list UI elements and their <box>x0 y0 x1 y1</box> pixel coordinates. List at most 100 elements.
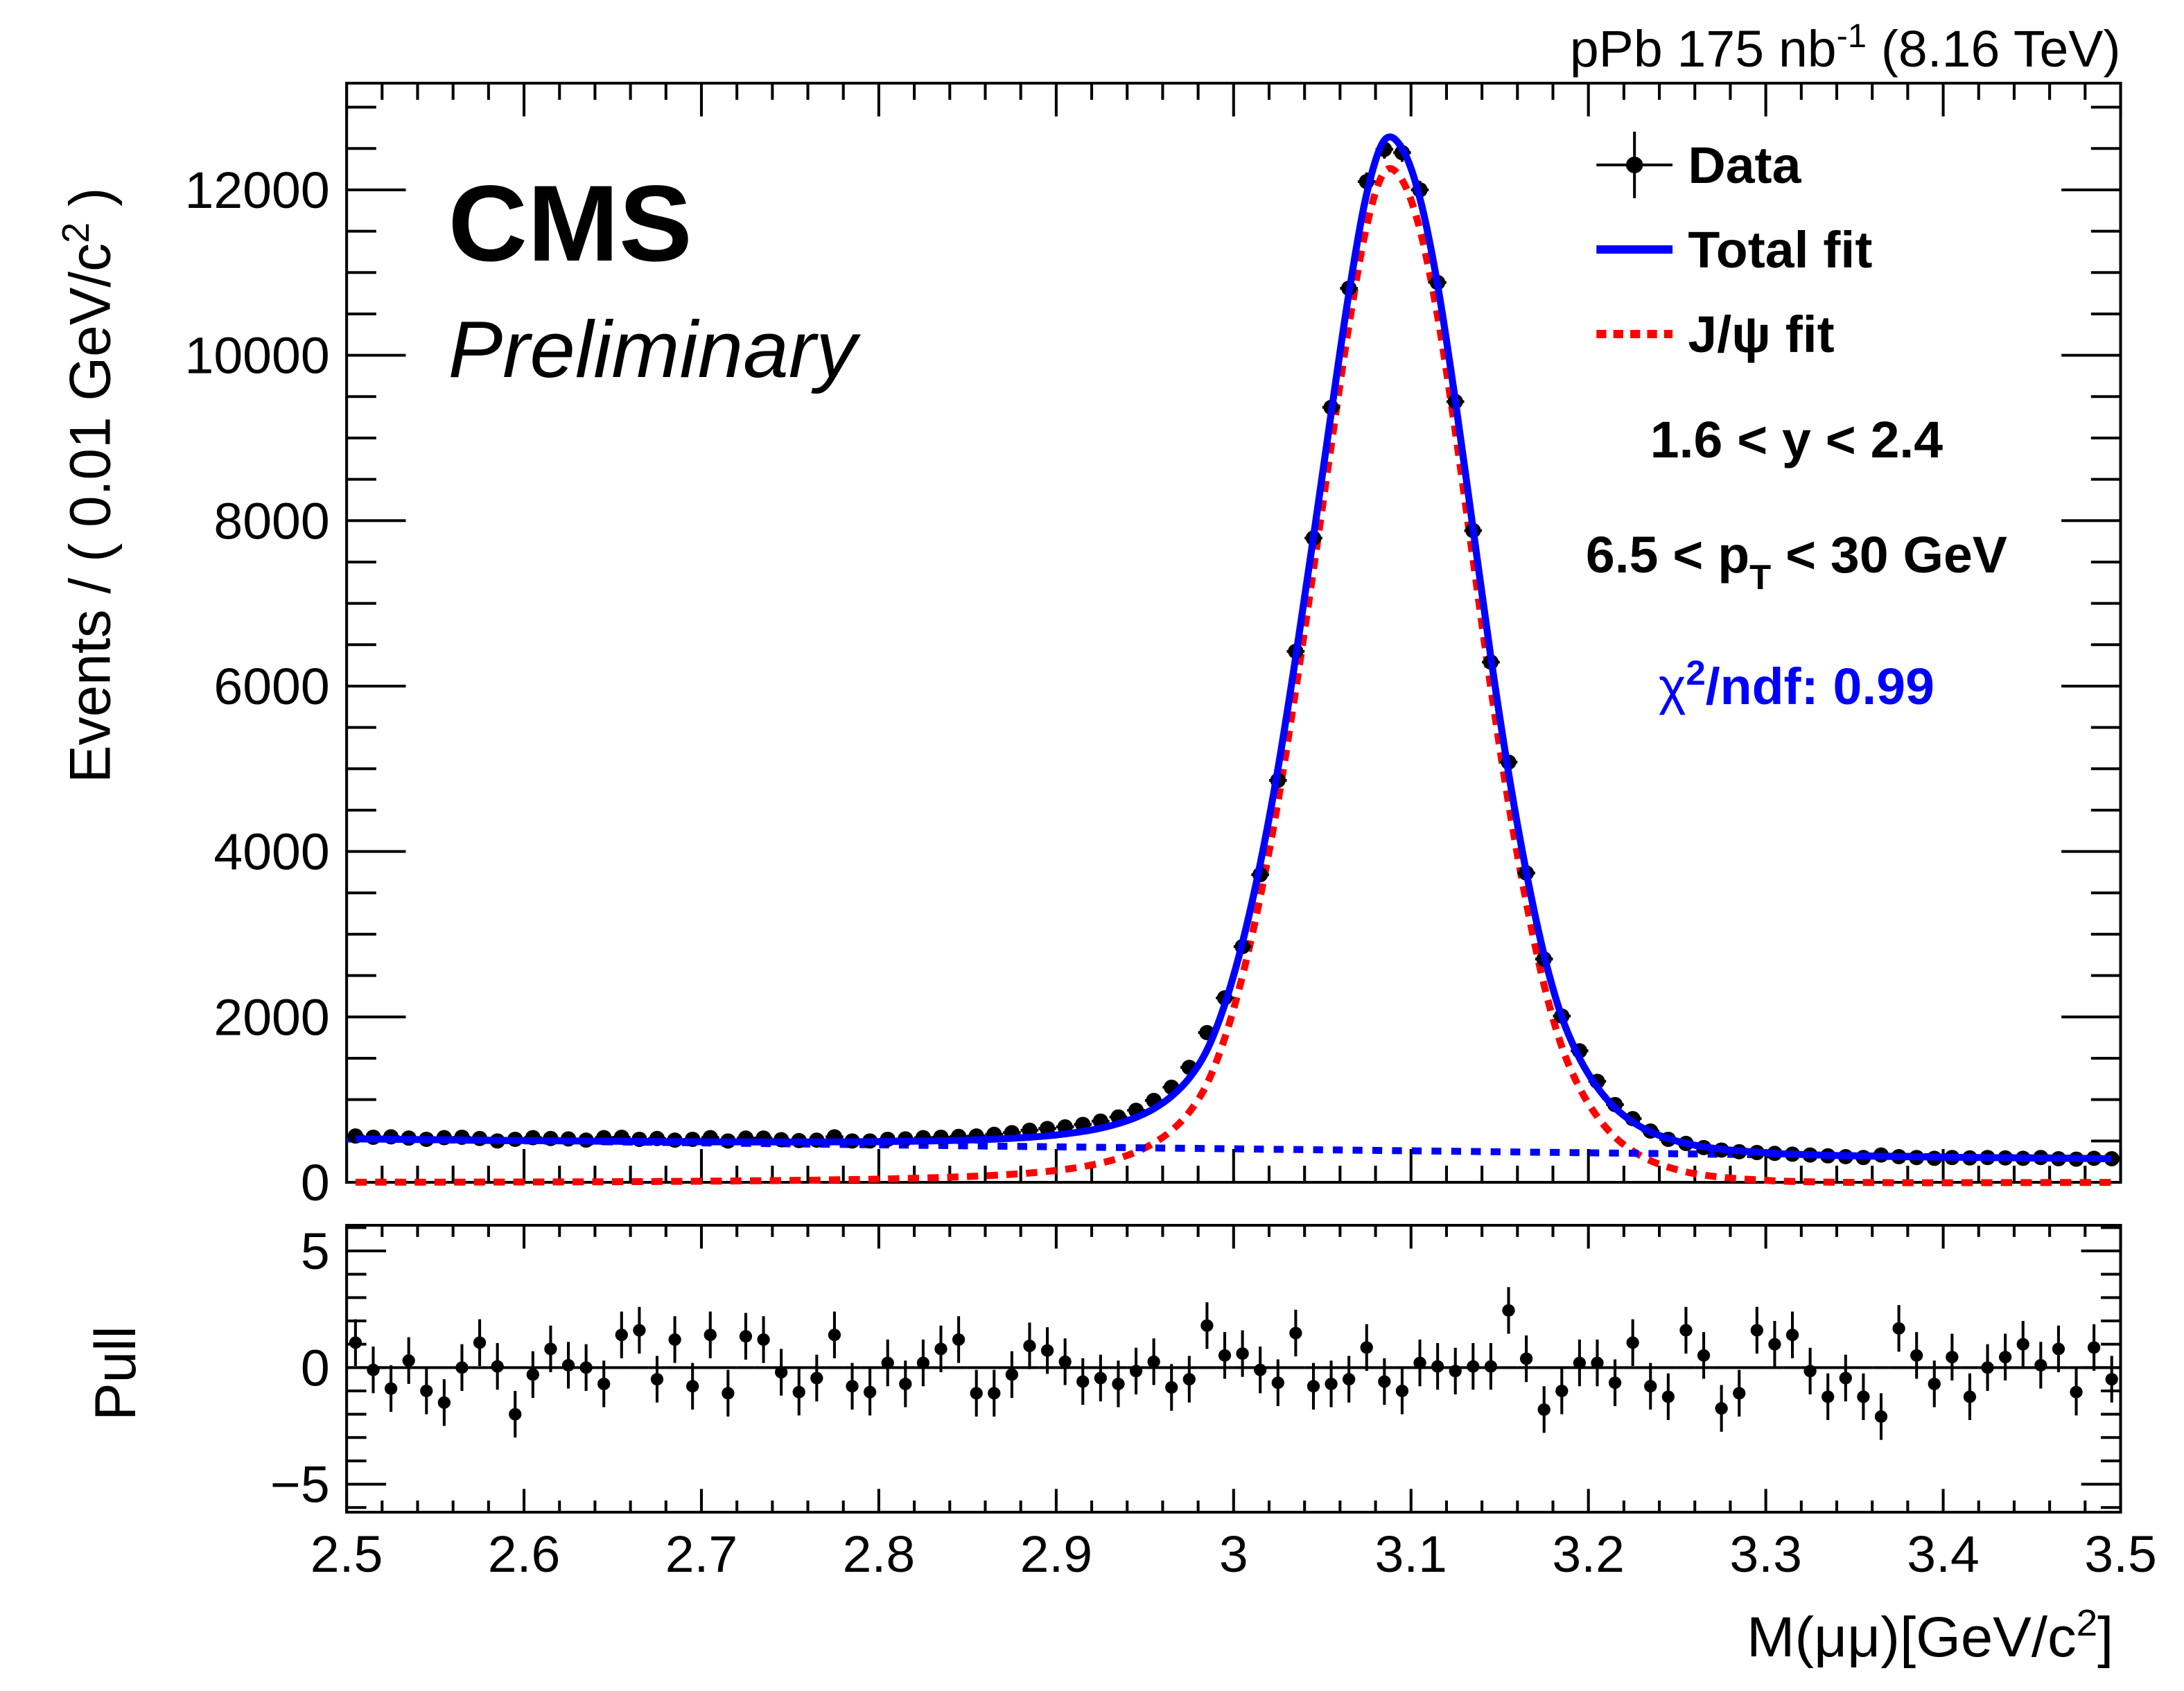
y-tick-label: 6000 <box>213 658 329 715</box>
pull-point <box>1482 1342 1500 1390</box>
pull-marker <box>1822 1390 1835 1403</box>
pull-point <box>1020 1322 1039 1369</box>
pull-marker <box>1182 1373 1196 1386</box>
pull-marker <box>1946 1351 1959 1364</box>
pull-marker <box>1715 1402 1728 1415</box>
pull-marker <box>491 1360 504 1373</box>
pull-marker <box>1289 1326 1302 1340</box>
pull-point <box>435 1366 453 1426</box>
pull-marker <box>1112 1377 1125 1390</box>
pull-panel: 2.5 2.6 2.7 2.8 2.9 3 3.1 3.2 3.3 3.4 3.5 −5 0 5 <box>270 1223 2157 1583</box>
pull-point <box>347 1319 365 1369</box>
pull-marker <box>934 1342 947 1356</box>
pull-point <box>2085 1324 2103 1372</box>
pull-marker <box>1147 1355 1160 1368</box>
pull-marker <box>1395 1384 1409 1397</box>
pull-point <box>789 1366 808 1416</box>
pull-point <box>1074 1358 1092 1405</box>
preliminary-label: Preliminary <box>448 304 861 394</box>
pull-point <box>1198 1302 1216 1369</box>
pull-point <box>613 1311 631 1369</box>
pull-marker <box>1910 1349 1923 1362</box>
pull-point <box>1446 1347 1465 1395</box>
x-tick-label: 3.5 <box>2084 1525 2157 1583</box>
pull-marker <box>1307 1380 1320 1393</box>
cms-label: CMS <box>448 164 692 284</box>
pull-marker <box>1449 1365 1462 1378</box>
pull-marker <box>1555 1384 1569 1397</box>
pull-marker <box>1892 1322 1905 1335</box>
pull-point <box>488 1342 507 1390</box>
pull-point <box>1162 1364 1181 1411</box>
pull-point <box>2050 1325 2068 1373</box>
pull-marker <box>1928 1377 1941 1390</box>
pull-marker <box>2034 1358 2047 1372</box>
y-tick-label: 2000 <box>213 988 329 1046</box>
pull-point <box>843 1363 862 1410</box>
legend: Data Total fit J/ψ fit <box>1596 132 1872 363</box>
pull-marker <box>1981 1361 1994 1374</box>
pull-point <box>1978 1344 1997 1391</box>
pull-point <box>1730 1366 1749 1417</box>
x-tick-label: 3.4 <box>1907 1525 1980 1583</box>
pull-point <box>683 1363 701 1410</box>
pull-marker <box>863 1385 877 1399</box>
legend-data-label: Data <box>1688 137 1801 194</box>
pull-marker <box>437 1396 451 1409</box>
pull-point <box>737 1313 755 1369</box>
pull-point <box>1517 1335 1535 1383</box>
pull-marker <box>1236 1347 1249 1360</box>
pull-point <box>1623 1319 1642 1369</box>
pull-point <box>1837 1354 1855 1402</box>
legend-data-marker-icon <box>1596 132 1673 198</box>
pull-marker <box>1874 1410 1888 1423</box>
pull-tick-label: −5 <box>270 1455 330 1513</box>
rapidity-annotation: 1.6 < y < 2.4 <box>1650 411 1943 468</box>
x-axis-title: M(μμ)[GeV/c2] <box>1747 1602 2113 1668</box>
pull-point <box>524 1351 542 1399</box>
pull-marker <box>1963 1390 1977 1403</box>
y-tick-label: 12000 <box>185 161 330 219</box>
pull-marker <box>1644 1380 1657 1393</box>
pull-marker <box>1094 1372 1107 1385</box>
pull-marker <box>1679 1324 1693 1337</box>
pull-marker <box>2016 1338 2029 1351</box>
pull-marker <box>2070 1385 2083 1399</box>
pull-point <box>1127 1347 1145 1395</box>
pull-point <box>1056 1338 1074 1385</box>
pull-point <box>1144 1338 1163 1385</box>
pull-marker <box>544 1342 557 1356</box>
x-tick-label: 2.9 <box>1020 1525 1093 1583</box>
pull-point <box>1606 1359 1624 1406</box>
pull-point <box>2032 1342 2050 1389</box>
pull-point <box>1216 1332 1234 1379</box>
pull-marker <box>1325 1377 1338 1390</box>
pull-marker <box>1218 1349 1232 1362</box>
y-tick-label: 8000 <box>213 492 329 550</box>
pull-marker <box>1626 1336 1639 1349</box>
pull-point <box>878 1339 897 1387</box>
pull-marker <box>650 1373 664 1386</box>
pull-point <box>1429 1342 1447 1390</box>
pull-marker <box>1378 1375 1391 1388</box>
pull-point <box>1872 1366 1890 1440</box>
pull-marker <box>1413 1356 1426 1369</box>
pull-point <box>1375 1358 1394 1405</box>
pull-point <box>1464 1342 1483 1390</box>
pull-marker <box>402 1354 415 1367</box>
pull-marker <box>881 1356 894 1369</box>
pull-point <box>648 1356 666 1403</box>
pull-point <box>1819 1366 1837 1421</box>
pull-marker <box>1254 1363 1267 1376</box>
pull-point <box>701 1311 719 1369</box>
pull-marker <box>810 1372 823 1385</box>
pull-point <box>825 1311 844 1369</box>
pull-point <box>1748 1306 1766 1369</box>
pull-marker <box>1999 1351 2012 1364</box>
pull-marker <box>2105 1373 2118 1386</box>
pull-point <box>1659 1366 1677 1421</box>
pull-marker <box>1484 1360 1498 1373</box>
pull-point <box>1765 1321 1784 1369</box>
pull-marker <box>1697 1349 1711 1362</box>
